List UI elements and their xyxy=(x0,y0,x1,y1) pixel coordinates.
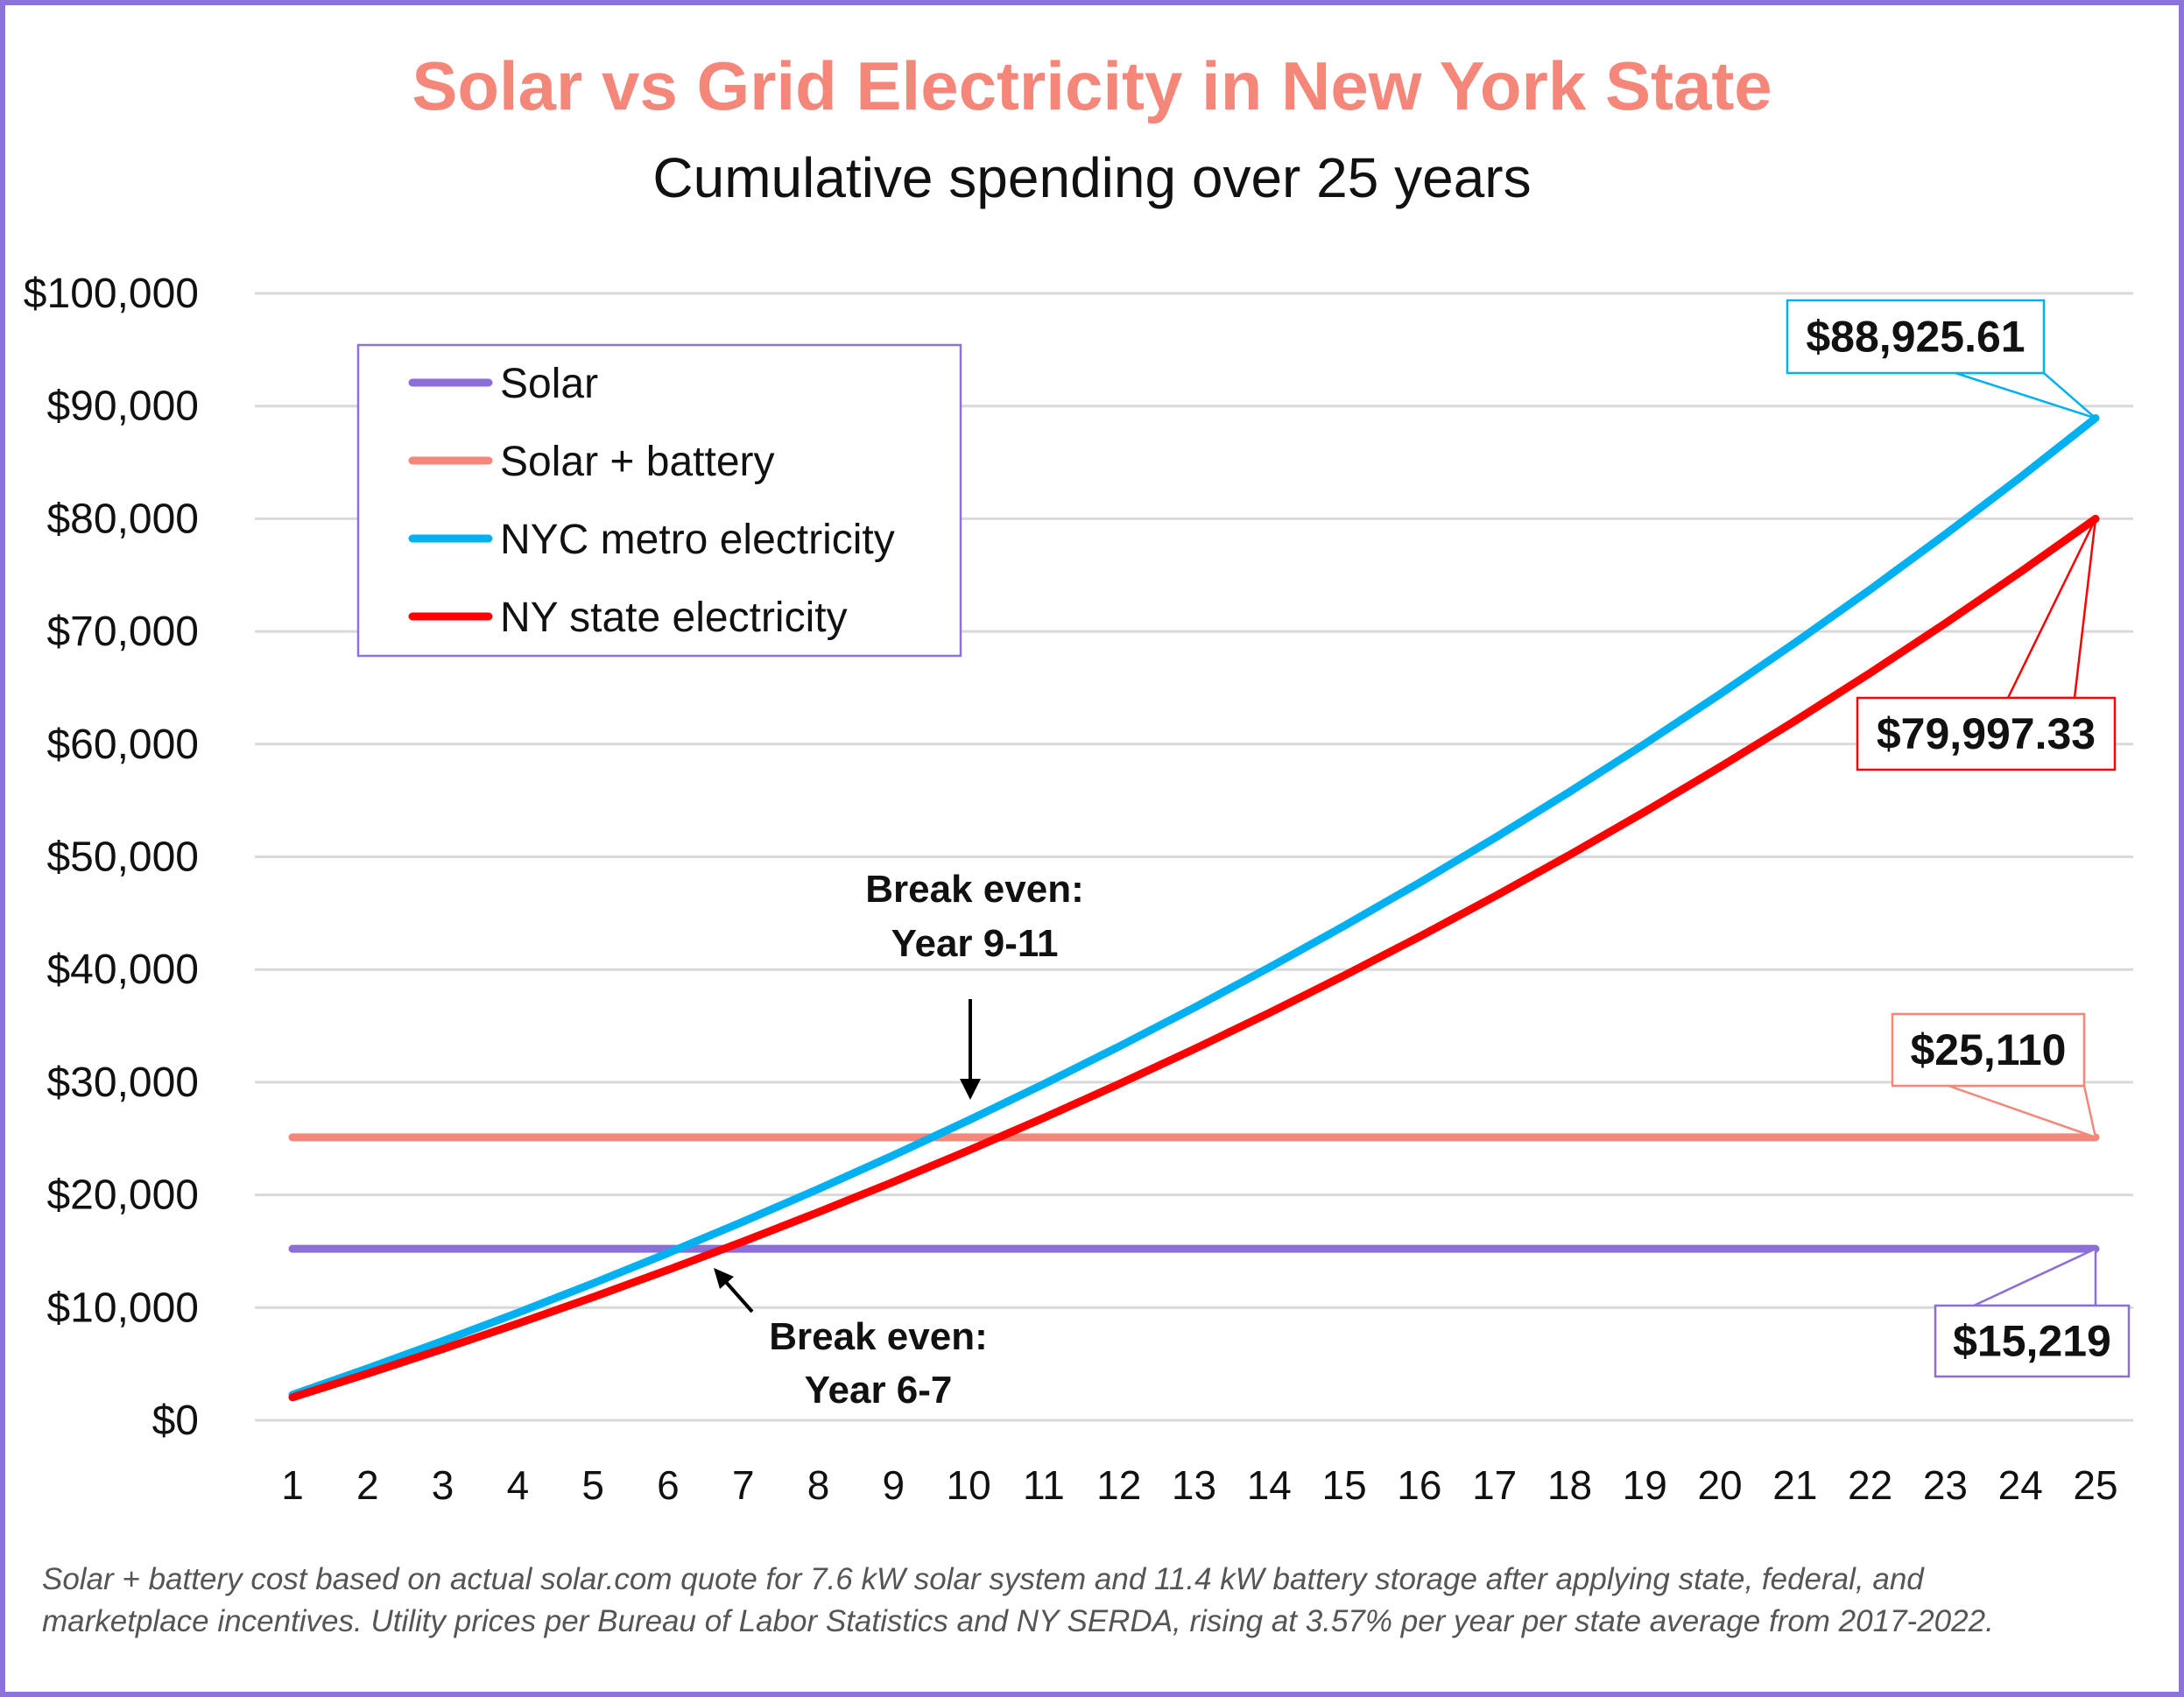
x-tick-label: 13 xyxy=(1172,1462,1216,1508)
x-tick-label: 1 xyxy=(281,1462,304,1508)
y-tick-label: $20,000 xyxy=(46,1172,199,1219)
arrow-head-icon xyxy=(714,1268,734,1289)
label-leader xyxy=(1948,1084,2097,1139)
arrow-shaft xyxy=(723,1279,754,1313)
x-tick-label: 7 xyxy=(732,1462,755,1508)
annotation-break-even-6-7: Break even: Year 6-7 xyxy=(714,1268,988,1412)
chart-subtitle: Cumulative spending over 25 years xyxy=(652,146,1531,209)
series-line-3 xyxy=(288,514,2100,1402)
legend: Solar Solar + battery NYC metro electricit… xyxy=(356,343,962,658)
y-tick-label: $100,000 xyxy=(24,271,199,317)
label-text: $15,219 xyxy=(1953,1317,2111,1366)
x-tick-label: 5 xyxy=(581,1462,604,1508)
x-tick-label: 16 xyxy=(1397,1462,1441,1508)
x-tick-label: 3 xyxy=(432,1462,454,1508)
y-tick-label: $90,000 xyxy=(46,384,199,430)
y-tick-label: $40,000 xyxy=(46,947,199,993)
annotation-line2: Year 9-11 xyxy=(891,922,1059,965)
x-tick-label: 17 xyxy=(1472,1462,1517,1508)
series-line-2 xyxy=(288,414,2100,1399)
x-tick-label: 8 xyxy=(807,1462,830,1508)
annotation-line2: Year 6-7 xyxy=(805,1369,953,1412)
label-box xyxy=(1891,1012,2086,1088)
legend-box xyxy=(356,343,962,658)
label-text: $25,110 xyxy=(1911,1025,2067,1074)
x-tick-label: 14 xyxy=(1247,1462,1292,1508)
arrow-head-icon xyxy=(960,1079,981,1100)
x-tick-label: 15 xyxy=(1321,1462,1366,1508)
x-tick-label: 24 xyxy=(1998,1462,2043,1508)
legend-label: Solar xyxy=(500,361,598,407)
x-tick-label: 11 xyxy=(1023,1462,1065,1508)
end-value-label: $25,110 xyxy=(1891,1012,2097,1139)
x-tick-label: 6 xyxy=(657,1462,680,1508)
x-tick-label: 21 xyxy=(1772,1462,1817,1508)
label-leader xyxy=(1973,1247,2097,1307)
y-tick-label: $10,000 xyxy=(46,1285,199,1331)
annotation-line1: Break even: xyxy=(865,868,1083,911)
y-tick-label: $70,000 xyxy=(46,609,199,655)
legend-label: NY state electricity xyxy=(500,595,848,641)
x-tick-label: 25 xyxy=(2073,1462,2117,1508)
y-tick-label: $80,000 xyxy=(46,496,199,542)
label-text: $88,925.61 xyxy=(1806,313,2025,362)
y-tick-label: $30,000 xyxy=(46,1060,199,1106)
annotation-break-even-9-11: Break even: Year 9-11 xyxy=(865,868,1084,1100)
label-leader xyxy=(1955,371,2096,419)
y-tick-label: $0 xyxy=(152,1398,199,1444)
y-tick-label: $60,000 xyxy=(46,722,199,768)
x-tick-label: 4 xyxy=(507,1462,530,1508)
x-tick-label: 20 xyxy=(1697,1462,1742,1508)
end-value-label: $88,925.61 xyxy=(1786,299,2096,419)
x-tick-label: 23 xyxy=(1923,1462,1968,1508)
end-value-label: $15,219 xyxy=(1934,1247,2131,1378)
x-tick-label: 19 xyxy=(1623,1462,1667,1508)
label-box xyxy=(1856,696,2117,771)
x-tick-label: 9 xyxy=(883,1462,905,1508)
legend-label: NYC metro electricity xyxy=(500,517,895,563)
footnote-line1: Solar + battery cost based on actual sol… xyxy=(42,1562,1925,1596)
x-tick-label: 18 xyxy=(1547,1462,1592,1508)
label-box xyxy=(1786,299,2046,375)
chart-title: Solar vs Grid Electricity in New York St… xyxy=(412,47,1772,124)
x-tick-label: 10 xyxy=(947,1462,991,1508)
legend-label: Solar + battery xyxy=(500,439,775,485)
annotation-line1: Break even: xyxy=(769,1315,987,1358)
label-text: $79,997.33 xyxy=(1877,709,2096,758)
footnote-line2: marketplace incentives. Utility prices p… xyxy=(42,1604,1994,1638)
x-tick-label: 12 xyxy=(1096,1462,1141,1508)
y-tick-label: $50,000 xyxy=(46,834,199,881)
label-box xyxy=(1934,1304,2131,1378)
x-tick-label: 22 xyxy=(1848,1462,1892,1508)
end-value-label: $79,997.33 xyxy=(1856,518,2117,771)
x-tick-label: 2 xyxy=(356,1462,379,1508)
